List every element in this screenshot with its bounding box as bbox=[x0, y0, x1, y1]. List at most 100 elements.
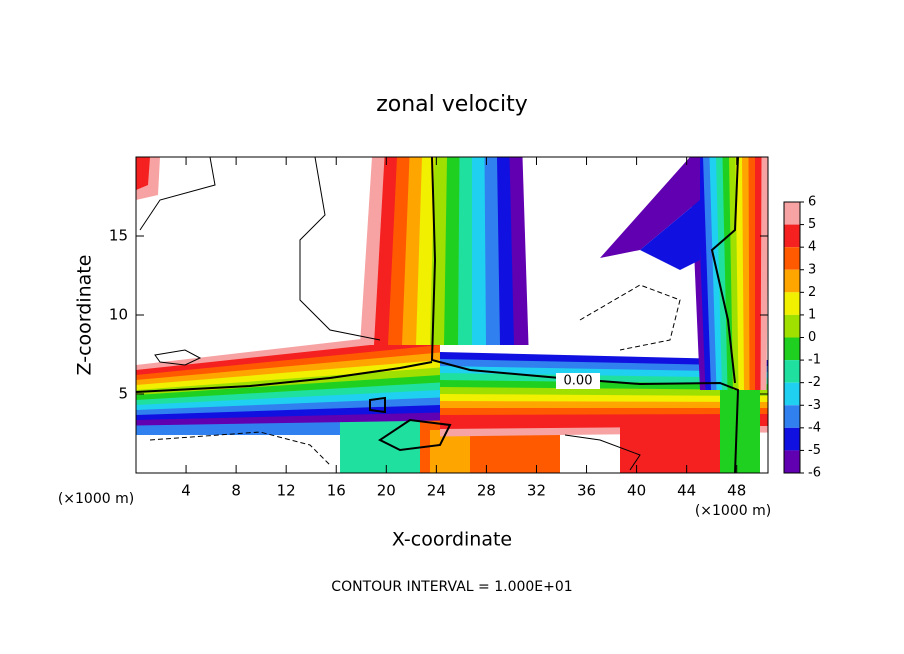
colorbar-label: 2 bbox=[808, 285, 816, 300]
x-tick-label: 44 bbox=[677, 482, 696, 500]
chart-title: zonal velocity bbox=[376, 92, 528, 117]
colorbar-swatch bbox=[784, 427, 800, 451]
colorbar-label: -2 bbox=[808, 375, 821, 390]
contour-field bbox=[136, 157, 768, 473]
x-tick-label: 20 bbox=[377, 482, 396, 500]
field-region bbox=[497, 157, 515, 345]
colorbar-label: -6 bbox=[808, 466, 821, 481]
contour-label: 0.00 bbox=[564, 374, 593, 389]
x-tick-label: 24 bbox=[427, 482, 446, 500]
x-unit-label: (×1000 m) bbox=[695, 503, 771, 519]
colorbar-label: -5 bbox=[808, 443, 821, 458]
axes: 4 8 12 16 20 24 28 32 36 40 44 48510156543210-1-2-3… bbox=[109, 157, 821, 500]
field-region bbox=[136, 382, 440, 406]
field-region bbox=[440, 366, 768, 379]
contour-label-bg bbox=[556, 373, 600, 389]
field-region bbox=[440, 394, 768, 403]
x-tick-label: 16 bbox=[327, 482, 346, 500]
field-region bbox=[640, 200, 700, 270]
y-tick-label: 10 bbox=[109, 306, 128, 324]
field-region bbox=[440, 352, 768, 367]
field-region bbox=[136, 390, 440, 411]
y-tick-label: 5 bbox=[118, 385, 128, 403]
field-region bbox=[136, 345, 440, 381]
contour bbox=[149, 284, 681, 466]
zero-contour bbox=[710, 157, 739, 384]
colorbar-swatch bbox=[784, 247, 800, 270]
field-region bbox=[136, 337, 440, 376]
colorbar-swatch bbox=[784, 450, 800, 473]
x-tick-label: 12 bbox=[277, 482, 296, 500]
field-region bbox=[760, 157, 768, 390]
field-region bbox=[484, 157, 501, 345]
field-region bbox=[472, 157, 487, 345]
colorbar-label: -1 bbox=[808, 353, 821, 368]
contour bbox=[564, 434, 641, 471]
field-region bbox=[748, 157, 756, 390]
colorbar-swatch bbox=[784, 292, 800, 315]
field-region bbox=[136, 352, 440, 386]
colorbar-swatch bbox=[784, 202, 800, 225]
field-region bbox=[444, 157, 460, 345]
footer-note: CONTOUR INTERVAL = 1.000E+01 bbox=[331, 579, 572, 595]
zero-contour bbox=[369, 396, 452, 452]
field-region bbox=[696, 157, 712, 390]
colorbar-swatch bbox=[784, 224, 800, 248]
colorbar-swatch bbox=[784, 337, 800, 361]
field-region bbox=[755, 157, 762, 390]
field-region bbox=[388, 157, 410, 345]
x-unit-label: (×1000 m) bbox=[58, 491, 134, 507]
field-region bbox=[402, 157, 423, 345]
field-region bbox=[136, 360, 440, 391]
y-tick-label: 15 bbox=[109, 227, 128, 245]
colorbar-label: 3 bbox=[808, 262, 816, 277]
field-region bbox=[735, 157, 745, 390]
field-region bbox=[416, 157, 435, 345]
field-region bbox=[136, 405, 440, 421]
field-region bbox=[703, 157, 717, 390]
field-region bbox=[440, 387, 768, 397]
field-region bbox=[458, 157, 473, 345]
field-region bbox=[360, 157, 385, 345]
contour bbox=[154, 349, 202, 366]
field-region bbox=[509, 157, 529, 345]
field-region bbox=[716, 157, 728, 390]
x-tick-label: 36 bbox=[577, 482, 596, 500]
colorbar-label: 0 bbox=[808, 330, 816, 345]
field-region bbox=[440, 408, 768, 416]
field-region bbox=[374, 157, 398, 345]
field-region bbox=[722, 157, 734, 390]
field-region bbox=[136, 375, 440, 401]
field-region bbox=[742, 157, 750, 390]
contour bbox=[139, 157, 381, 341]
field-region bbox=[136, 397, 440, 416]
x-tick-label: 48 bbox=[727, 482, 746, 500]
colorbar-swatch bbox=[784, 269, 800, 293]
field-region bbox=[440, 359, 768, 373]
field-region bbox=[440, 401, 768, 409]
zero-contour bbox=[136, 361, 433, 393]
colorbar-swatch bbox=[784, 314, 800, 338]
colorbar-label: 6 bbox=[808, 195, 816, 210]
x-tick-label: 8 bbox=[231, 482, 241, 500]
field-region bbox=[440, 373, 768, 385]
field-region bbox=[720, 390, 760, 473]
colorbar-label: -4 bbox=[808, 420, 821, 435]
x-tick-label: 4 bbox=[181, 482, 191, 500]
colorbar-label: 1 bbox=[808, 307, 816, 322]
colorbar-label: -3 bbox=[808, 398, 821, 413]
colorbar-label: 4 bbox=[808, 240, 816, 255]
x-tick-label: 32 bbox=[527, 482, 546, 500]
x-tick-label: 28 bbox=[477, 482, 496, 500]
field-region bbox=[620, 420, 720, 473]
colorbar-swatch bbox=[784, 382, 800, 406]
x-tick-label: 40 bbox=[627, 482, 646, 500]
field-region bbox=[709, 157, 723, 390]
x-axis-label: X-coordinate bbox=[392, 529, 512, 551]
field-region bbox=[136, 412, 440, 426]
field-region bbox=[600, 157, 700, 258]
colorbar-swatch bbox=[784, 360, 800, 383]
field-region bbox=[136, 157, 150, 190]
y-axis-label: Z-coordinate bbox=[74, 255, 96, 376]
